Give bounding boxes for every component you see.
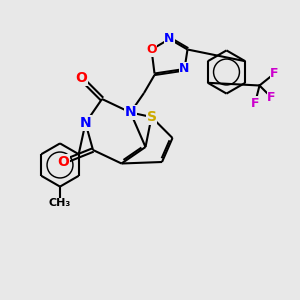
Text: N: N [125, 106, 136, 119]
Text: F: F [270, 67, 279, 80]
Text: N: N [80, 116, 91, 130]
Text: CH₃: CH₃ [49, 198, 71, 208]
Text: S: S [146, 110, 157, 124]
Text: O: O [57, 155, 69, 169]
Text: O: O [146, 43, 157, 56]
Text: F: F [267, 91, 276, 104]
Text: O: O [75, 71, 87, 85]
Text: N: N [179, 62, 190, 76]
Text: N: N [164, 32, 175, 46]
Text: F: F [251, 97, 259, 110]
